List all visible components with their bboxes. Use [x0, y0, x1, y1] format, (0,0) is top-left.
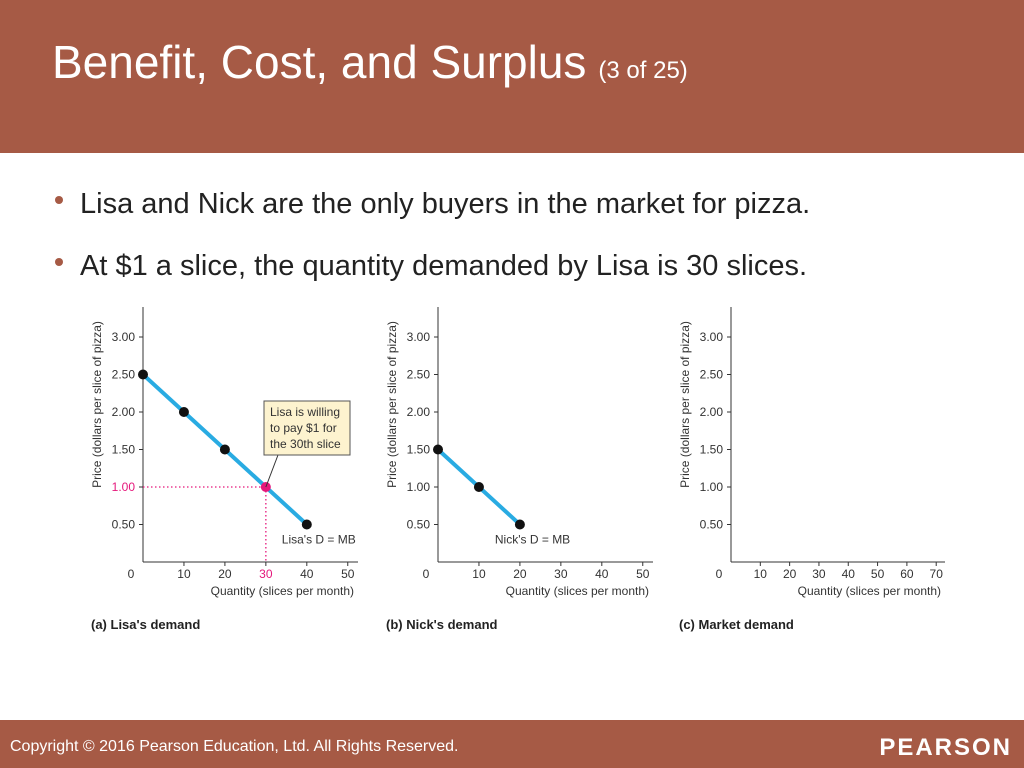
x-tick-label: 30: [554, 567, 568, 581]
logo: PEARSON: [879, 734, 1012, 761]
x-tick-label: 20: [513, 567, 527, 581]
chart-caption: (a) Lisa's demand: [91, 617, 200, 632]
bullet-text: Lisa and Nick are the only buyers in the…: [80, 188, 810, 220]
x-tick-label: 40: [842, 567, 856, 581]
y-tick-label: 3.00: [407, 330, 431, 344]
x-tick-label: 50: [871, 567, 885, 581]
y-tick-label: 0.50: [112, 518, 136, 532]
x-tick-label: 50: [341, 567, 355, 581]
data-point: [178, 407, 189, 417]
x-tick-label: 60: [900, 567, 914, 581]
bullet-dot: [55, 258, 63, 266]
callout-text: the 30th slice: [270, 437, 341, 451]
y-tick-label: 2.50: [407, 368, 431, 382]
x-tick-label: 70: [930, 567, 944, 581]
callout-text: to pay $1 for: [270, 421, 337, 435]
data-point: [219, 444, 230, 455]
x-tick-label: 30: [812, 567, 826, 581]
slide-title: Benefit, Cost, and Surplus: [52, 36, 586, 88]
x-axis-label: Quantity (slices per month): [506, 584, 649, 598]
x-axis-label: Quantity (slices per month): [211, 584, 354, 598]
x-tick-label: 40: [595, 567, 609, 581]
x-tick-label: 10: [177, 567, 191, 581]
x-tick-label: 0: [716, 567, 723, 581]
y-tick-label: 1.00: [407, 480, 431, 494]
y-tick-label: 2.00: [112, 405, 136, 419]
x-tick-label: 0: [423, 567, 430, 581]
y-tick-label: 3.00: [700, 330, 724, 344]
chart-caption: (b) Nick's demand: [386, 617, 498, 632]
x-tick-label: 0: [128, 567, 135, 581]
y-axis-label: Price (dollars per slice of pizza): [385, 321, 399, 488]
callout-line: [265, 454, 279, 488]
x-tick-label: 50: [636, 567, 650, 581]
y-tick-label: 1.50: [407, 443, 431, 457]
callout-text: Lisa is willing: [270, 405, 340, 419]
y-tick-label: 0.50: [407, 518, 431, 532]
y-tick-label: 1.00: [700, 480, 724, 494]
series-label: Nick's D = MB: [495, 533, 570, 547]
bullet-text: At $1 a slice, the quantity demanded by …: [80, 250, 807, 282]
data-point: [514, 519, 525, 530]
x-tick-label: 10: [754, 567, 768, 581]
footer-bar: [0, 720, 1024, 768]
bullet-dot: [55, 196, 63, 204]
x-tick-label: 30: [259, 567, 273, 581]
x-tick-label: 10: [472, 567, 486, 581]
y-tick-label: 3.00: [112, 330, 136, 344]
data-point: [473, 482, 484, 492]
x-tick-label: 20: [783, 567, 797, 581]
header-bar: [0, 0, 1024, 153]
y-axis-label: Price (dollars per slice of pizza): [90, 321, 104, 488]
y-tick-label: 2.00: [700, 405, 724, 419]
y-tick-label: 2.00: [407, 405, 431, 419]
data-point: [138, 369, 148, 380]
y-tick-label: 0.50: [700, 518, 724, 532]
data-point: [433, 444, 443, 455]
series-label: Lisa's D = MB: [282, 533, 356, 547]
y-tick-label: 1.50: [700, 443, 724, 457]
y-tick-label: 2.50: [700, 368, 724, 382]
y-axis-label: Price (dollars per slice of pizza): [678, 321, 692, 488]
data-point: [301, 519, 312, 530]
slide-page: (3 of 25): [598, 57, 687, 84]
chart-caption: (c) Market demand: [679, 617, 794, 632]
y-tick-label: 1.50: [112, 443, 136, 457]
x-tick-label: 20: [218, 567, 232, 581]
y-tick-label: 1.00: [112, 480, 136, 494]
x-axis-label: Quantity (slices per month): [798, 584, 941, 598]
copyright: Copyright © 2016 Pearson Education, Ltd.…: [10, 738, 458, 755]
y-tick-label: 2.50: [112, 368, 136, 382]
x-tick-label: 40: [300, 567, 314, 581]
callout-box: [263, 400, 351, 456]
